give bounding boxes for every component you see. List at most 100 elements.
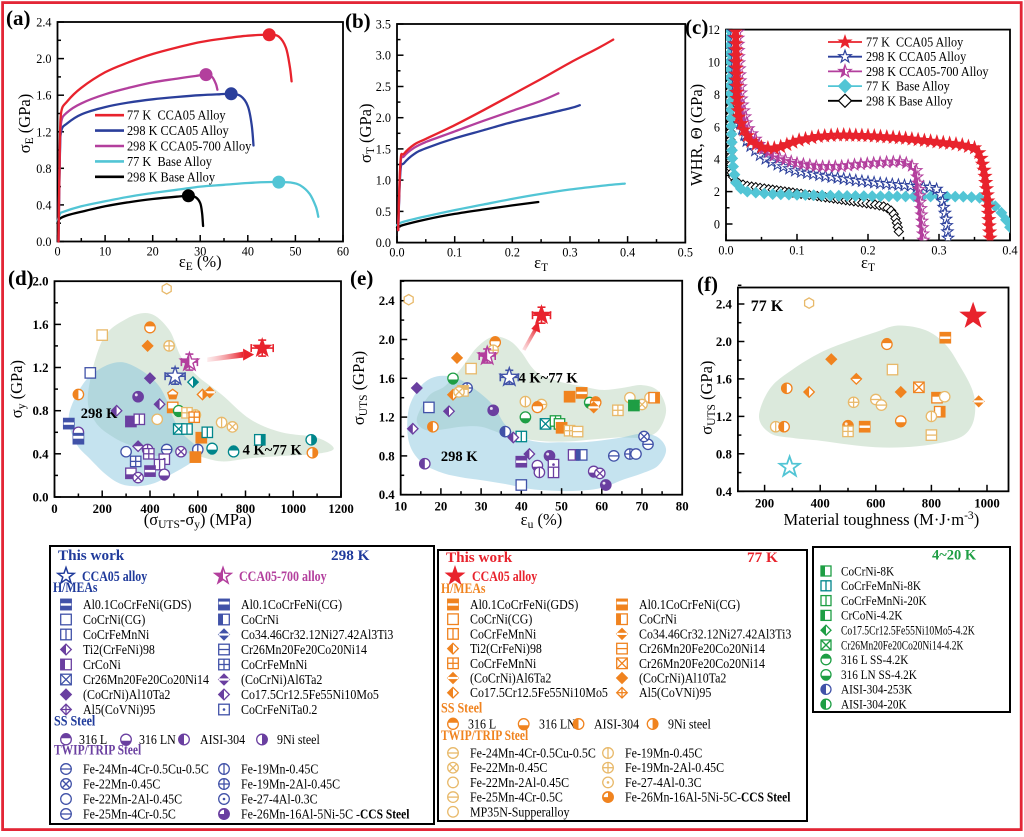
svg-text:60: 60 (595, 500, 608, 514)
svg-text:Fe-24Mn-4Cr-0.5Cu-0.5C: Fe-24Mn-4Cr-0.5Cu-0.5C (470, 746, 596, 761)
svg-text:Al5(CoVNi)95: Al5(CoVNi)95 (83, 702, 155, 718)
svg-text:0.2: 0.2 (860, 243, 875, 257)
svg-text:6: 6 (714, 120, 720, 134)
svg-text:CoCrNi: CoCrNi (241, 612, 279, 627)
svg-text:30: 30 (194, 245, 206, 259)
svg-text:1.2: 1.2 (379, 411, 395, 425)
svg-text:10: 10 (99, 245, 111, 259)
svg-text:(f): (f) (697, 272, 718, 296)
svg-text:0.4: 0.4 (33, 447, 50, 461)
svg-text:298 K: 298 K (81, 406, 118, 422)
svg-text:0.2: 0.2 (505, 246, 520, 260)
svg-text:2.5: 2.5 (376, 80, 391, 94)
svg-text:298 K Base Alloy: 298 K Base Alloy (866, 93, 953, 108)
svg-text:0.3: 0.3 (562, 246, 577, 260)
svg-text:1.6: 1.6 (36, 89, 51, 103)
svg-text:4~20 K: 4~20 K (932, 548, 977, 564)
svg-text:H/MEAs: H/MEAs (53, 580, 98, 596)
svg-text:Cr26Mn20Fe20Co20Ni14: Cr26Mn20Fe20Co20Ni14 (639, 641, 765, 656)
svg-text:Cr26Mn20Fe20Co20Ni14-4.2K: Cr26Mn20Fe20Co20Ni14-4.2K (841, 637, 964, 652)
svg-text:εE (%): εE (%) (179, 252, 222, 273)
svg-text:20: 20 (147, 245, 159, 259)
svg-text:30: 30 (475, 500, 488, 514)
svg-text:0.5: 0.5 (376, 205, 391, 219)
svg-text:Material toughness (M·J·m-3): Material toughness (M·J·m-3) (784, 510, 980, 529)
svg-text:CCS Steel: CCS Steel (360, 807, 410, 822)
svg-text:CCA05 alloy: CCA05 alloy (82, 569, 147, 585)
svg-text:CoCrFeMnNi: CoCrFeMnNi (241, 657, 307, 672)
svg-text:TWIP/TRIP Steel: TWIP/TRIP Steel (54, 743, 141, 759)
svg-text:40: 40 (515, 500, 528, 514)
svg-text:600: 600 (866, 496, 885, 510)
svg-text:200: 200 (93, 502, 112, 516)
svg-text:0: 0 (51, 502, 57, 516)
svg-text:(CoCrNi)Al6Ta2: (CoCrNi)Al6Ta2 (241, 672, 322, 688)
svg-text:Co17.5Cr12.5Fe55Ni10Mo5-4.2K: Co17.5Cr12.5Fe55Ni10Mo5-4.2K (841, 623, 975, 638)
svg-text:(d): (d) (8, 266, 34, 290)
svg-text:316 L: 316 L (79, 732, 107, 747)
svg-text:CoCrNi(CG): CoCrNi(CG) (470, 612, 532, 628)
svg-text:0.4: 0.4 (379, 488, 396, 502)
svg-text:0.4: 0.4 (620, 246, 635, 260)
svg-text:10: 10 (708, 56, 720, 70)
svg-text:70: 70 (636, 500, 649, 514)
svg-text:298 K CCA05-700 Alloy: 298 K CCA05-700 Alloy (127, 139, 252, 154)
svg-text:298 K: 298 K (441, 449, 478, 465)
svg-text:Fe-19Mn-0.45C: Fe-19Mn-0.45C (625, 746, 702, 761)
svg-text:σy (GPa): σy (GPa) (7, 360, 28, 418)
svg-text:Fe-22Mn-2Al-0.45C: Fe-22Mn-2Al-0.45C (470, 775, 569, 790)
svg-text:(a): (a) (6, 6, 31, 30)
svg-text:0.4: 0.4 (1002, 243, 1017, 257)
svg-text:Al0.1CoCrFeNi(CG): Al0.1CoCrFeNi(CG) (639, 597, 740, 613)
svg-text:AISI-304: AISI-304 (594, 717, 639, 732)
svg-text:Fe-22Mn-0.45C: Fe-22Mn-0.45C (470, 760, 547, 775)
svg-text:2: 2 (714, 185, 720, 199)
svg-text:80: 80 (676, 500, 689, 514)
svg-text:CoCrFeMnNi: CoCrFeMnNi (470, 626, 536, 641)
svg-text:0.0: 0.0 (33, 491, 49, 505)
svg-text:SS Steel: SS Steel (441, 701, 482, 717)
svg-text:This work: This work (446, 549, 513, 566)
svg-text:2.0: 2.0 (379, 333, 395, 347)
svg-text:60: 60 (337, 245, 349, 259)
svg-text:4: 4 (714, 153, 720, 167)
svg-text:Ti2(CrFeNi)98: Ti2(CrFeNi)98 (470, 641, 542, 657)
svg-text:Fe-19Mn-2Al-0.45C: Fe-19Mn-2Al-0.45C (625, 760, 724, 775)
svg-text:Al0.1CoCrFeNi(CG): Al0.1CoCrFeNi(CG) (241, 597, 342, 613)
svg-text:εu (%): εu (%) (521, 510, 563, 531)
svg-text:WHR, Θ (GPa): WHR, Θ (GPa) (687, 84, 706, 186)
svg-text:Al0.1CoCrFeNi(GDS): Al0.1CoCrFeNi(GDS) (470, 597, 578, 613)
svg-text:1.2: 1.2 (36, 125, 51, 139)
svg-text:Co17.5Cr12.5Fe55Ni10Mo5: Co17.5Cr12.5Fe55Ni10Mo5 (470, 685, 608, 700)
svg-text:298 K: 298 K (331, 547, 370, 564)
svg-text:316 LN: 316 LN (539, 717, 576, 732)
svg-text:1200: 1200 (328, 502, 354, 516)
svg-text:4 K~77 K: 4 K~77 K (519, 370, 579, 386)
svg-text:CoCrFeMnNi: CoCrFeMnNi (83, 627, 149, 642)
svg-text:50: 50 (289, 245, 301, 259)
svg-text:SS Steel: SS Steel (54, 714, 95, 730)
svg-text:10: 10 (394, 500, 407, 514)
svg-text:(e): (e) (350, 266, 373, 290)
svg-text:Fe-19Mn-0.45C: Fe-19Mn-0.45C (241, 762, 318, 777)
svg-text:CCS Steel: CCS Steel (741, 790, 791, 805)
svg-text:CoCrFeNiTa0.2: CoCrFeNiTa0.2 (241, 702, 317, 717)
svg-text:Al0.1CoCrFeNi(GDS): Al0.1CoCrFeNi(GDS) (83, 597, 191, 613)
svg-text:H/MEAs: H/MEAs (441, 581, 486, 597)
svg-text:Fe-25Mn-4Cr-0.5C: Fe-25Mn-4Cr-0.5C (83, 807, 176, 822)
svg-text:1000: 1000 (280, 502, 306, 516)
svg-text:Co34.46Cr32.12Ni27.42Al3Ti3: Co34.46Cr32.12Ni27.42Al3Ti3 (639, 626, 791, 641)
svg-text:4 K~77 K: 4 K~77 K (243, 443, 303, 459)
svg-text:800: 800 (922, 496, 941, 510)
svg-text:298 K CCA05 Alloy: 298 K CCA05 Alloy (127, 123, 229, 138)
svg-text:1.2: 1.2 (33, 361, 49, 375)
svg-text:3.5: 3.5 (376, 18, 391, 32)
svg-text:0.8: 0.8 (379, 449, 395, 463)
svg-text:0.8: 0.8 (33, 404, 49, 418)
svg-text:Co17.5Cr12.5Fe55Ni10Mo5: Co17.5Cr12.5Fe55Ni10Mo5 (241, 687, 379, 702)
svg-text:400: 400 (140, 502, 159, 516)
svg-text:0.1: 0.1 (789, 243, 804, 257)
svg-text:Fe-25Mn-4Cr-0.5C: Fe-25Mn-4Cr-0.5C (470, 790, 563, 805)
svg-text:σT (GPa): σT (GPa) (356, 104, 377, 163)
svg-text:Fe-27-4Al-0.3C: Fe-27-4Al-0.3C (625, 775, 702, 790)
